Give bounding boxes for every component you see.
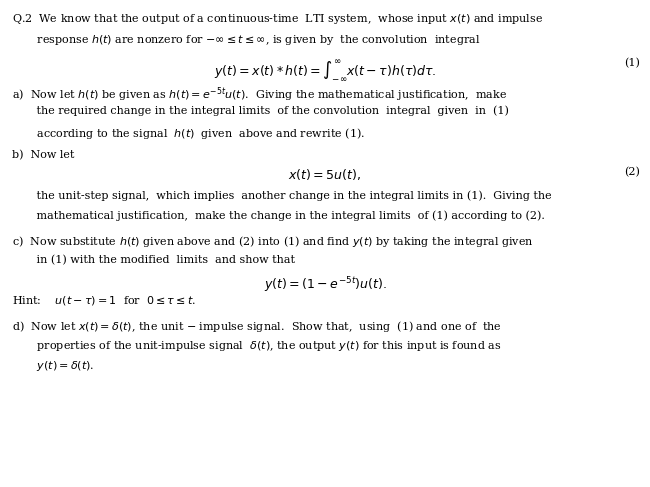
Text: the required change in the integral limits  of the convolution  integral  given : the required change in the integral limi… (12, 106, 508, 116)
Text: (1): (1) (625, 58, 640, 69)
Text: a)  Now let $h(t)$ be given as $h(t) = e^{-5t}u(t)$.  Giving the mathematical ju: a) Now let $h(t)$ be given as $h(t) = e^… (12, 85, 507, 104)
Text: c)  Now substitute $h(t)$ given above and (2) into (1) and find $y(t)$ by taking: c) Now substitute $h(t)$ given above and… (12, 234, 534, 249)
Text: Hint:    $u(t-\tau)=1$  for  $0 \leq \tau \leq t$.: Hint: $u(t-\tau)=1$ for $0 \leq \tau \le… (12, 294, 196, 307)
Text: the unit-step signal,  which implies  another change in the integral limits in (: the unit-step signal, which implies anot… (12, 190, 551, 201)
Text: d)  Now let $x(t) = \delta(t)$, the unit $-$ impulse signal.  Show that,  using : d) Now let $x(t) = \delta(t)$, the unit … (12, 318, 502, 334)
Text: $y(t) = \delta(t)$.: $y(t) = \delta(t)$. (12, 359, 94, 374)
Text: (2): (2) (625, 167, 640, 177)
Text: properties of the unit-impulse signal  $\delta(t)$, the output $y(t)$ for this i: properties of the unit-impulse signal $\… (12, 339, 501, 353)
Text: mathematical justification,  make the change in the integral limits  of (1) acco: mathematical justification, make the cha… (12, 211, 545, 221)
Text: response $h(t)$ are nonzero for $-\infty \leq t \leq \infty$, is given by  the c: response $h(t)$ are nonzero for $-\infty… (12, 33, 480, 47)
Text: in (1) with the modified  limits  and show that: in (1) with the modified limits and show… (12, 255, 294, 265)
Text: b)  Now let: b) Now let (12, 150, 74, 160)
Text: according to the signal  $h(t)$  given  above and rewrite (1).: according to the signal $h(t)$ given abo… (12, 126, 365, 141)
Text: $x(t) = 5u(t),$: $x(t) = 5u(t),$ (289, 167, 361, 182)
Text: Q.2  We know that the output of a continuous-time  LTI system,  whose input $x(t: Q.2 We know that the output of a continu… (12, 12, 543, 26)
Text: $y(t) = x(t) * h(t) = \int_{-\infty}^{\infty} x(t - \tau)h(\tau)d\tau.$: $y(t) = x(t) * h(t) = \int_{-\infty}^{\i… (214, 58, 436, 84)
Text: $y(t) = (1 - e^{-5t})u(t).$: $y(t) = (1 - e^{-5t})u(t).$ (263, 276, 387, 295)
